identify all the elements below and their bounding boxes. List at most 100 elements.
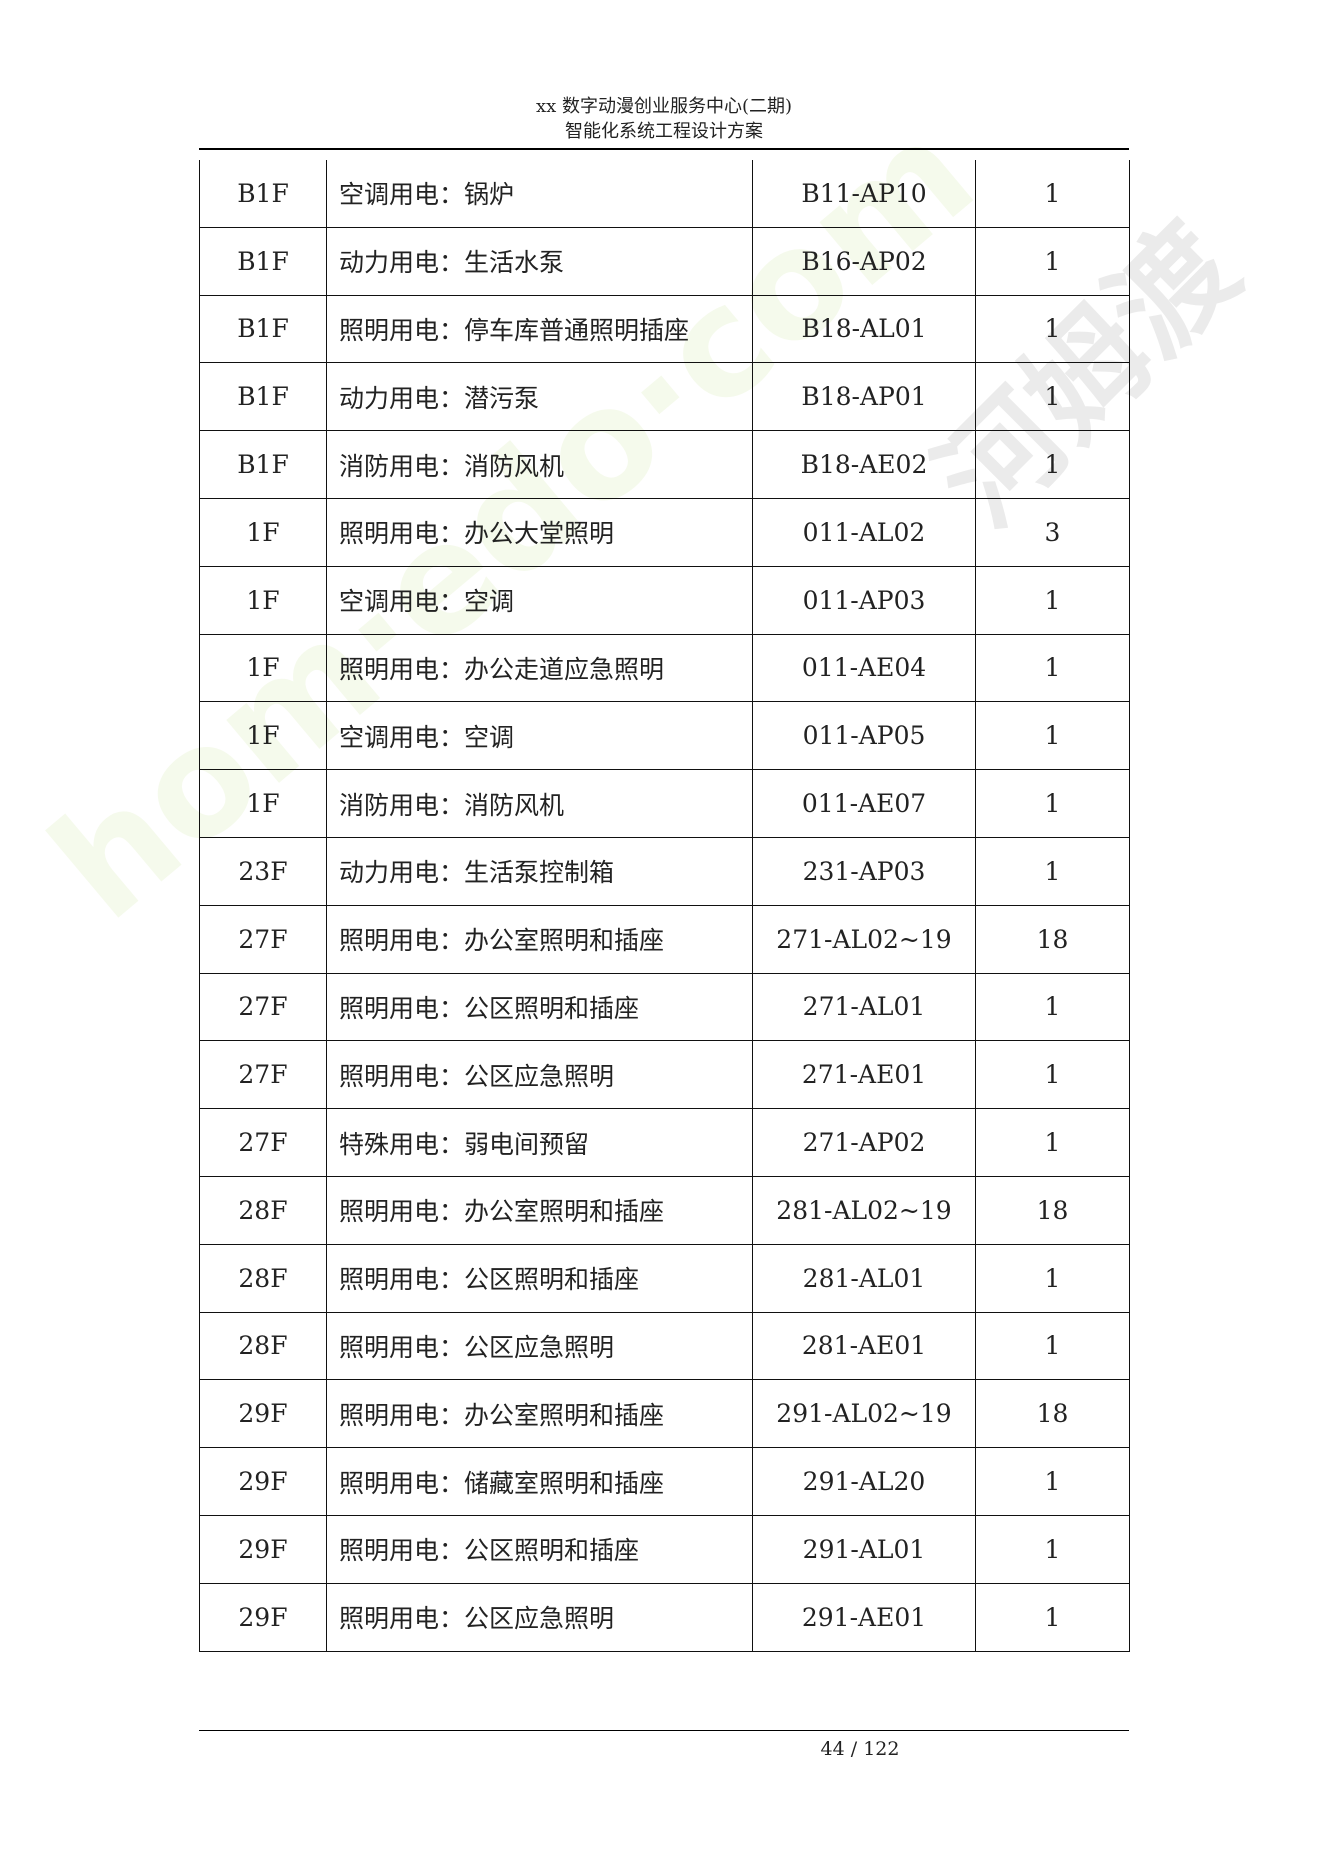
table-row: B1F 空调用电：锅炉 B11-AP10 1 <box>199 160 1130 228</box>
table-row: 28F 照明用电：公区照明和插座 281-AL01 1 <box>199 1243 1130 1313</box>
floor-cell: 23F <box>199 836 327 906</box>
description-cell: 空调用电：空调 <box>326 701 753 771</box>
floor-cell: B1F <box>199 294 327 364</box>
code-cell: 231-AP03 <box>752 836 976 906</box>
table-row: 1F 照明用电：办公大堂照明 011-AL02 3 <box>199 497 1130 567</box>
quantity-cell: 1 <box>975 226 1130 296</box>
quantity-cell: 18 <box>975 1175 1130 1245</box>
description-cell: 照明用电：办公室照明和插座 <box>326 1175 753 1245</box>
code-cell: 271-AL01 <box>752 972 976 1042</box>
quantity-cell: 1 <box>975 701 1130 771</box>
table-row: 29F 照明用电：储藏室照明和插座 291-AL20 1 <box>199 1447 1130 1516</box>
code-cell: 011-AP05 <box>752 701 976 771</box>
floor-cell: 1F <box>199 565 327 635</box>
description-cell: 消防用电：消防风机 <box>326 430 753 499</box>
code-cell: 011-AL02 <box>752 497 976 567</box>
table-row: B1F 照明用电：停车库普通照明插座 B18-AL01 1 <box>199 294 1130 364</box>
table-row: 1F 空调用电：空调 011-AP05 1 <box>199 701 1130 771</box>
quantity-cell: 1 <box>975 430 1130 499</box>
table-row: 29F 照明用电：公区应急照明 291-AE01 1 <box>199 1582 1130 1652</box>
description-cell: 动力用电：生活泵控制箱 <box>326 836 753 906</box>
quantity-cell: 1 <box>975 160 1130 228</box>
description-cell: 照明用电：公区应急照明 <box>326 1582 753 1652</box>
quantity-cell: 1 <box>975 294 1130 364</box>
description-cell: 照明用电：公区应急照明 <box>326 1040 753 1110</box>
floor-cell: 29F <box>199 1447 327 1516</box>
description-cell: 消防用电：消防风机 <box>326 769 753 838</box>
equipment-table: B1F 空调用电：锅炉 B11-AP10 1 B1F 动力用电：生活水泵 B16-AP02 1… <box>199 160 1130 1652</box>
code-cell: 291-AE01 <box>752 1582 976 1652</box>
description-cell: 照明用电：办公室照明和插座 <box>326 904 753 974</box>
description-cell: 照明用电：办公走道应急照明 <box>326 633 753 703</box>
code-cell: 281-AL01 <box>752 1243 976 1313</box>
table-row: 27F 照明用电：公区照明和插座 271-AL01 1 <box>199 972 1130 1042</box>
code-cell: 281-AL02~19 <box>752 1175 976 1245</box>
description-cell: 照明用电：公区照明和插座 <box>326 972 753 1042</box>
page-number: 44 / 122 <box>820 1738 900 1760</box>
floor-cell: B1F <box>199 362 327 432</box>
quantity-cell: 1 <box>975 836 1130 906</box>
header-divider <box>199 148 1129 150</box>
table-row: 23F 动力用电：生活泵控制箱 231-AP03 1 <box>199 836 1130 906</box>
table-row: B1F 动力用电：生活水泵 B16-AP02 1 <box>199 226 1130 296</box>
quantity-cell: 18 <box>975 904 1130 974</box>
floor-cell: 27F <box>199 1108 327 1177</box>
table-row: 27F 特殊用电：弱电间预留 271-AP02 1 <box>199 1108 1130 1177</box>
floor-cell: 29F <box>199 1514 327 1584</box>
code-cell: B18-AE02 <box>752 430 976 499</box>
code-cell: B16-AP02 <box>752 226 976 296</box>
quantity-cell: 18 <box>975 1379 1130 1449</box>
floor-cell: 29F <box>199 1582 327 1652</box>
code-cell: 271-AE01 <box>752 1040 976 1110</box>
description-cell: 动力用电：生活水泵 <box>326 226 753 296</box>
code-cell: B18-AP01 <box>752 362 976 432</box>
table-row: 29F 照明用电：公区照明和插座 291-AL01 1 <box>199 1514 1130 1584</box>
quantity-cell: 1 <box>975 1582 1130 1652</box>
description-cell: 照明用电：公区应急照明 <box>326 1311 753 1381</box>
floor-cell: 27F <box>199 1040 327 1110</box>
floor-cell: 28F <box>199 1311 327 1381</box>
description-cell: 照明用电：公区照明和插座 <box>326 1243 753 1313</box>
quantity-cell: 1 <box>975 769 1130 838</box>
description-cell: 照明用电：办公室照明和插座 <box>326 1379 753 1449</box>
quantity-cell: 1 <box>975 633 1130 703</box>
header-subtitle: 智能化系统工程设计方案 <box>565 121 763 142</box>
code-cell: 011-AE07 <box>752 769 976 838</box>
description-cell: 照明用电：停车库普通照明插座 <box>326 294 753 364</box>
table-row: 28F 照明用电：公区应急照明 281-AE01 1 <box>199 1311 1130 1381</box>
table-row: 27F 照明用电：办公室照明和插座 271-AL02~19 18 <box>199 904 1130 974</box>
floor-cell: 1F <box>199 633 327 703</box>
quantity-cell: 1 <box>975 972 1130 1042</box>
floor-cell: 28F <box>199 1175 327 1245</box>
table-row: 28F 照明用电：办公室照明和插座 281-AL02~19 18 <box>199 1175 1130 1245</box>
quantity-cell: 1 <box>975 1243 1130 1313</box>
table-row: B1F 动力用电：潜污泵 B18-AP01 1 <box>199 362 1130 432</box>
quantity-cell: 1 <box>975 565 1130 635</box>
code-cell: 011-AE04 <box>752 633 976 703</box>
code-cell: B11-AP10 <box>752 160 976 228</box>
quantity-cell: 1 <box>975 362 1130 432</box>
floor-cell: 28F <box>199 1243 327 1313</box>
table-row: 1F 空调用电：空调 011-AP03 1 <box>199 565 1130 635</box>
code-cell: 271-AP02 <box>752 1108 976 1177</box>
floor-cell: B1F <box>199 430 327 499</box>
code-cell: 271-AL02~19 <box>752 904 976 974</box>
floor-cell: B1F <box>199 160 327 228</box>
footer-divider <box>199 1730 1129 1731</box>
quantity-cell: 1 <box>975 1514 1130 1584</box>
quantity-cell: 3 <box>975 497 1130 567</box>
table-row: 29F 照明用电：办公室照明和插座 291-AL02~19 18 <box>199 1379 1130 1449</box>
floor-cell: 29F <box>199 1379 327 1449</box>
description-cell: 照明用电：办公大堂照明 <box>326 497 753 567</box>
description-cell: 空调用电：空调 <box>326 565 753 635</box>
description-cell: 特殊用电：弱电间预留 <box>326 1108 753 1177</box>
description-cell: 照明用电：公区照明和插座 <box>326 1514 753 1584</box>
floor-cell: 1F <box>199 497 327 567</box>
description-cell: 动力用电：潜污泵 <box>326 362 753 432</box>
quantity-cell: 1 <box>975 1311 1130 1381</box>
quantity-cell: 1 <box>975 1108 1130 1177</box>
quantity-cell: 1 <box>975 1040 1130 1110</box>
table-row: 27F 照明用电：公区应急照明 271-AE01 1 <box>199 1040 1130 1110</box>
table-row: 1F 照明用电：办公走道应急照明 011-AE04 1 <box>199 633 1130 703</box>
code-cell: B18-AL01 <box>752 294 976 364</box>
